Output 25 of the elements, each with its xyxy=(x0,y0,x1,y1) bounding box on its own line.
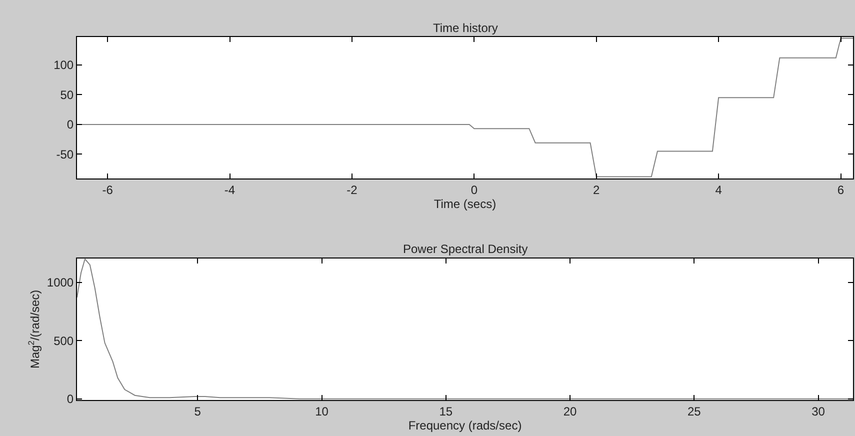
chart-title: Time history xyxy=(433,21,498,35)
x-tick-label: -4 xyxy=(224,182,236,197)
x-tick-label: 4 xyxy=(715,182,722,197)
x-axis-title: Frequency (rads/sec) xyxy=(408,418,522,432)
y-tick-label: 0 xyxy=(66,118,74,132)
x-tick-label: -2 xyxy=(346,182,358,197)
y-tick-label: 100 xyxy=(54,58,74,72)
x-tick-label: 15 xyxy=(439,404,453,418)
y-tick-label: 0 xyxy=(66,392,74,406)
x-tick-label: 0 xyxy=(470,182,478,197)
chart-title: Power Spectral Density xyxy=(403,242,528,256)
x-tick-label: -6 xyxy=(102,182,114,197)
x-tick-label: 30 xyxy=(812,404,826,418)
y-tick-label: 50 xyxy=(60,88,74,102)
y-tick-label: 1000 xyxy=(46,276,74,290)
x-axis-title: Time (secs) xyxy=(434,196,496,211)
x-tick-label: 6 xyxy=(837,182,844,197)
line-series xyxy=(77,258,853,400)
y-tick-label: -50 xyxy=(56,147,74,162)
x-tick-label: 5 xyxy=(194,404,202,418)
x-tick-label: 20 xyxy=(563,404,578,418)
x-tick-label: 10 xyxy=(315,404,329,418)
y-tick-label: 500 xyxy=(54,334,74,348)
x-tick-label: 25 xyxy=(687,404,702,418)
x-tick-label: 2 xyxy=(593,182,600,197)
